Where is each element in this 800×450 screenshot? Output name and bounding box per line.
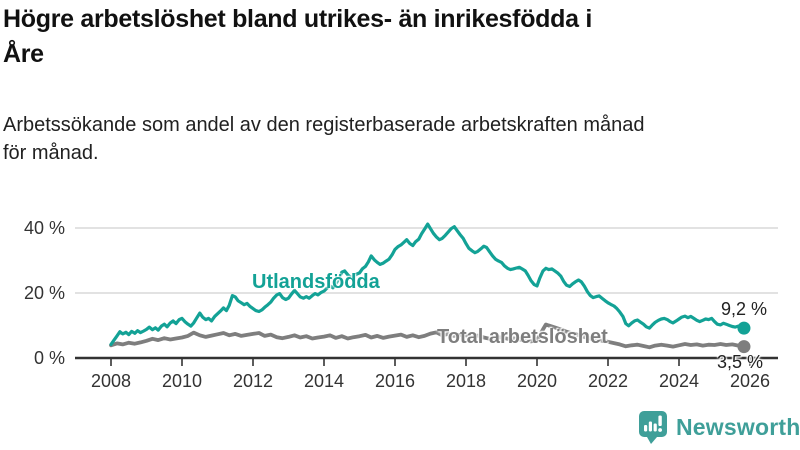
y-tick-label: 20 % [24, 283, 65, 303]
y-tick-label: 40 % [24, 218, 65, 238]
page-title: Högre arbetslöshet bland utrikes- än inr… [3, 5, 592, 68]
x-tick-label: 2014 [304, 371, 344, 391]
series-label-utlandsfodda: Utlandsfödda [252, 271, 380, 293]
series-label-total-arbetsloshet: Total arbetslöshet [437, 326, 608, 348]
end-dot-utlandsfodda [737, 321, 751, 335]
y-tick-label: 0 % [34, 348, 65, 368]
x-tick-label: 2020 [517, 371, 557, 391]
series-line-utlandsfodda [109, 222, 746, 346]
x-tick-label: 2008 [91, 371, 131, 391]
newsworthy-logo[interactable]: Newsworthy [638, 410, 800, 445]
x-tick-label: 2012 [233, 371, 273, 391]
end-value-utlandsfodda: 9,2 % [721, 299, 768, 319]
end-dot-total-arbetsloshet [737, 340, 751, 354]
page-subtitle: Arbetssökande som andel av den registerb… [3, 114, 645, 164]
newsworthy-logo-text: Newsworthy [676, 414, 800, 440]
newsworthy-bar-chart-bubble-icon [639, 411, 667, 444]
series-line-total-arbetsloshet [109, 322, 746, 350]
end-value-total-arbetsloshet: 3,5 % [717, 352, 764, 372]
x-tick-label: 2010 [162, 371, 202, 391]
x-tick-label: 2018 [446, 371, 486, 391]
x-tick-label: 2026 [730, 371, 770, 391]
x-tick-label: 2022 [588, 371, 628, 391]
x-tick-label: 2024 [659, 371, 699, 391]
x-tick-label: 2016 [375, 371, 415, 391]
